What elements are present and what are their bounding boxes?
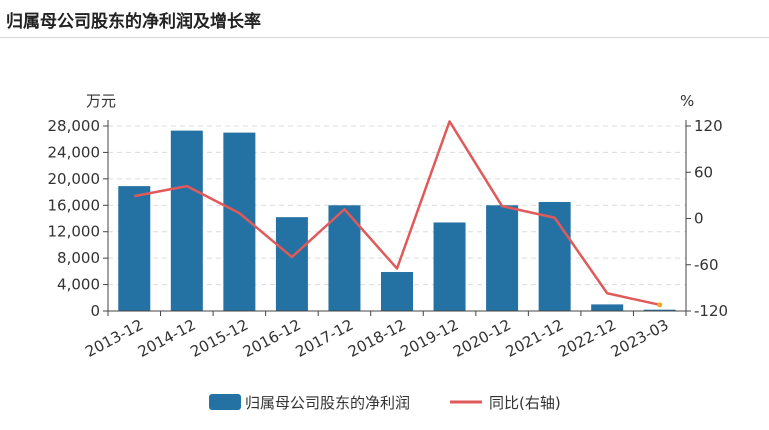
x-tick-label: 2014-12 — [135, 316, 199, 361]
x-tick-label: 2016-12 — [240, 316, 304, 361]
bar — [433, 222, 466, 311]
bar — [486, 205, 519, 311]
bar — [538, 201, 571, 311]
legend: 归属母公司股东的净利润 同比(右轴) — [209, 394, 561, 412]
left-axis-unit: 万元 — [86, 92, 116, 110]
x-tick-label: 2017-12 — [293, 316, 357, 361]
left-tick-label: 16,000 — [48, 196, 101, 214]
right-tick-label: 60 — [694, 163, 713, 181]
line-series — [134, 120, 663, 308]
bar — [643, 309, 676, 311]
x-tick-label: 2019-12 — [398, 316, 462, 361]
x-tick-label: 2018-12 — [345, 316, 409, 361]
legend-bar-label[interactable]: 归属母公司股东的净利润 — [245, 394, 410, 412]
bar — [381, 272, 413, 311]
bar — [591, 304, 624, 311]
bar — [118, 186, 151, 311]
x-tick-label: 2022-12 — [555, 316, 619, 361]
legend-line-label[interactable]: 同比(右轴) — [489, 394, 561, 412]
x-tick-label: 2020-12 — [450, 316, 514, 361]
right-tick-label: -120 — [694, 302, 728, 320]
bar — [275, 217, 308, 311]
left-tick-label: 24,000 — [48, 143, 101, 161]
legend-bar-swatch[interactable] — [209, 394, 241, 410]
x-tick-label: 2013-12 — [82, 316, 146, 361]
right-tick-label: 0 — [694, 210, 704, 228]
bar — [170, 130, 203, 311]
left-tick-label: 8,000 — [57, 249, 100, 267]
left-tick-label: 28,000 — [48, 117, 101, 135]
left-tick-label: 4,000 — [57, 276, 100, 294]
chart-title: 归属母公司股东的净利润及增长率 — [6, 12, 261, 32]
x-tick-label: 2021-12 — [503, 316, 567, 361]
left-tick-label: 20,000 — [48, 170, 101, 188]
right-tick-label: -60 — [694, 256, 719, 274]
right-axis-unit: % — [680, 92, 694, 110]
right-tick-label: 120 — [694, 117, 723, 135]
left-tick-label: 12,000 — [48, 223, 101, 241]
bar-series — [118, 130, 676, 311]
left-tick-label: 0 — [90, 302, 100, 320]
x-tick-label: 2023-03 — [608, 316, 672, 361]
x-tick-label: 2015-12 — [187, 316, 251, 361]
line-point — [657, 302, 663, 308]
chart-header: 归属母公司股东的净利润及增长率 — [0, 0, 769, 38]
